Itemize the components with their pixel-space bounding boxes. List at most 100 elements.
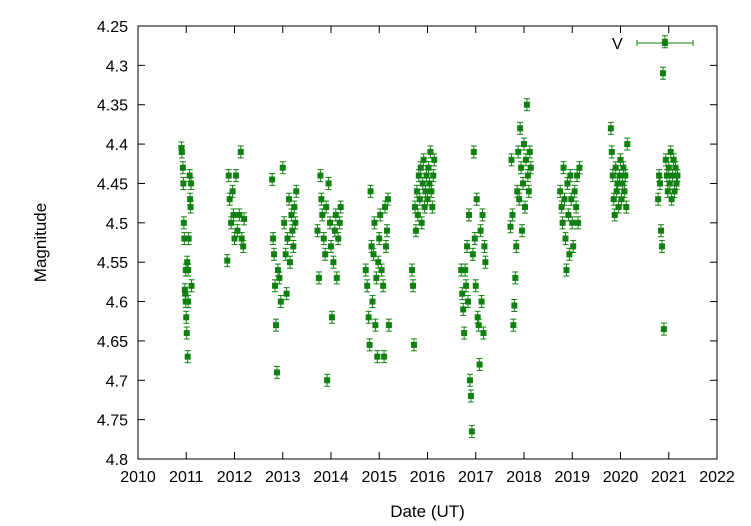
data-marker <box>180 180 187 187</box>
data-marker <box>283 290 290 297</box>
data-point <box>478 295 485 309</box>
data-point <box>323 200 330 214</box>
x-tick-label: 2017 <box>458 469 494 486</box>
data-marker <box>421 204 428 211</box>
data-marker <box>416 196 423 203</box>
data-point <box>521 137 527 151</box>
data-marker <box>615 204 622 211</box>
data-point <box>576 161 583 175</box>
data-marker <box>377 211 384 218</box>
data-marker <box>477 227 484 234</box>
data-marker <box>417 164 424 171</box>
data-point <box>279 161 286 175</box>
data-marker <box>315 274 322 281</box>
data-marker <box>561 196 568 203</box>
data-marker <box>237 148 244 155</box>
data-marker <box>465 211 472 218</box>
data-marker <box>182 267 189 274</box>
data-marker <box>425 164 432 171</box>
x-tick-label: 2019 <box>554 469 590 486</box>
data-point <box>324 373 331 387</box>
x-tick-label: 2021 <box>651 469 687 486</box>
data-marker <box>462 267 469 274</box>
data-marker <box>410 282 417 289</box>
data-point <box>465 208 472 222</box>
data-marker <box>513 243 520 250</box>
data-point <box>333 271 340 285</box>
data-marker <box>324 377 331 384</box>
data-point <box>290 239 297 253</box>
y-tick-label: 4.25 <box>97 19 128 36</box>
data-marker <box>612 164 619 171</box>
data-marker <box>576 164 583 171</box>
data-point <box>476 358 483 372</box>
data-marker <box>558 204 565 211</box>
data-marker <box>476 361 483 368</box>
data-marker <box>422 188 429 195</box>
data-marker <box>291 204 298 211</box>
data-marker <box>384 196 391 203</box>
data-point <box>482 255 489 269</box>
data-marker <box>478 298 485 305</box>
data-point <box>510 318 517 332</box>
x-tick-label: 2016 <box>410 469 446 486</box>
data-marker <box>282 251 289 258</box>
data-point <box>366 338 373 352</box>
data-marker <box>319 211 326 218</box>
data-marker <box>234 227 241 234</box>
data-marker <box>508 156 515 163</box>
data-marker <box>188 180 195 187</box>
data-point <box>286 255 293 269</box>
data-marker <box>518 164 525 171</box>
data-marker <box>187 204 194 211</box>
data-marker <box>507 223 514 230</box>
data-marker <box>557 188 564 195</box>
data-point <box>515 145 522 159</box>
data-marker <box>562 235 569 242</box>
data-marker <box>378 267 385 274</box>
data-marker <box>230 211 237 218</box>
data-point <box>374 350 381 364</box>
data-marker <box>469 251 476 258</box>
data-marker <box>241 215 248 222</box>
data-point <box>571 184 578 198</box>
data-point <box>674 169 681 183</box>
data-point <box>657 176 664 190</box>
legend-marker-square <box>662 40 668 46</box>
data-point <box>511 298 518 312</box>
data-marker <box>672 164 679 171</box>
data-point <box>655 192 662 206</box>
data-point <box>428 184 435 198</box>
data-point <box>364 279 371 293</box>
data-marker <box>367 188 374 195</box>
data-marker <box>571 188 578 195</box>
data-marker <box>337 204 344 211</box>
data-marker <box>662 156 669 163</box>
data-marker <box>180 219 187 226</box>
data-marker <box>286 196 293 203</box>
data-point <box>481 239 488 253</box>
data-marker <box>667 148 674 155</box>
data-marker <box>381 353 388 360</box>
data-marker <box>475 322 482 329</box>
data-marker <box>468 428 475 435</box>
data-marker <box>616 172 623 179</box>
data-point <box>420 153 427 167</box>
data-point <box>270 232 277 246</box>
data-point <box>188 279 195 293</box>
data-point <box>241 212 248 226</box>
data-marker <box>512 274 519 281</box>
data-point <box>623 200 630 214</box>
data-marker <box>567 172 574 179</box>
data-marker <box>376 235 383 242</box>
data-point <box>418 216 425 230</box>
data-marker <box>618 196 625 203</box>
y-tick-label: 4.5 <box>106 216 128 233</box>
data-marker <box>472 282 479 289</box>
data-marker <box>668 196 675 203</box>
data-marker <box>419 180 426 187</box>
data-marker <box>479 211 486 218</box>
x-tick-label: 2010 <box>120 469 156 486</box>
data-point <box>512 271 519 285</box>
data-point <box>281 216 288 230</box>
